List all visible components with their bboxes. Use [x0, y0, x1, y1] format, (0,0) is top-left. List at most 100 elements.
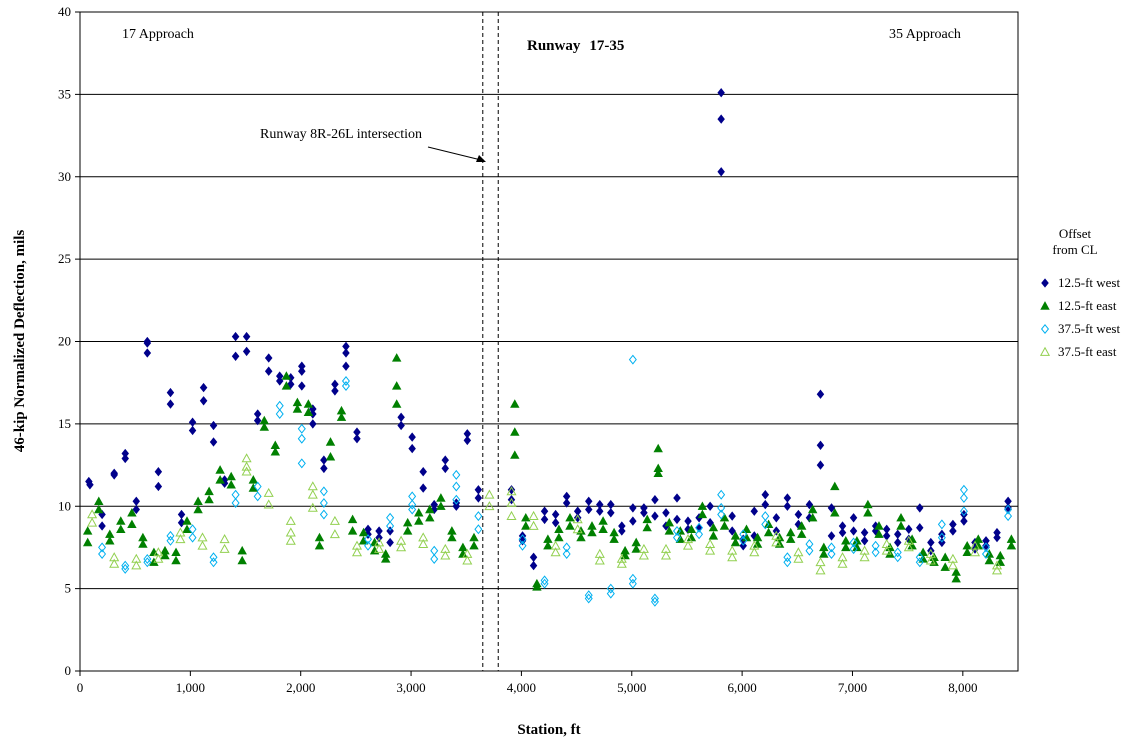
- data-point: [166, 387, 175, 398]
- data-point: [110, 470, 118, 480]
- x-tick-label: 3,000: [396, 680, 425, 695]
- data-point: [510, 427, 520, 436]
- data-point: [962, 547, 972, 557]
- data-point: [763, 527, 774, 537]
- data-point: [521, 512, 531, 522]
- data-point: [231, 331, 240, 342]
- data-point: [849, 513, 858, 523]
- data-point: [981, 549, 991, 559]
- data-point: [336, 412, 347, 421]
- data-point: [628, 573, 637, 584]
- data-point: [275, 408, 284, 420]
- data-point: [749, 547, 760, 557]
- data-point: [507, 485, 516, 495]
- data-point: [253, 481, 262, 492]
- data-point: [331, 386, 339, 396]
- data-point: [785, 534, 796, 543]
- data-point: [554, 524, 564, 534]
- data-point: [896, 521, 906, 530]
- data-point: [793, 553, 804, 563]
- data-point: [728, 511, 736, 521]
- data-point: [717, 114, 725, 124]
- data-point: [121, 453, 129, 464]
- data-point: [209, 557, 218, 568]
- data-point: [452, 469, 461, 480]
- x-tick-label: 0: [77, 680, 84, 695]
- data-point: [297, 433, 306, 444]
- data-point: [991, 565, 1003, 575]
- data-point: [319, 497, 328, 509]
- data-point: [484, 501, 495, 511]
- y-tick-label: 20: [58, 334, 71, 349]
- data-point: [1006, 540, 1017, 550]
- data-point: [391, 353, 402, 362]
- data-point: [916, 523, 924, 533]
- data-point: [949, 526, 957, 536]
- annotation-17-approach: 17 Approach: [122, 27, 194, 42]
- data-point: [650, 596, 659, 607]
- data-point: [532, 582, 542, 591]
- data-point: [841, 542, 851, 552]
- data-point: [469, 540, 479, 550]
- legend-marker: [1040, 324, 1050, 334]
- data-point: [807, 512, 818, 522]
- data-point: [1004, 504, 1013, 515]
- y-tick-label: 15: [58, 416, 71, 431]
- x-axis-title: Station, ft: [517, 722, 580, 738]
- data-point: [739, 529, 748, 540]
- data-point: [166, 535, 175, 546]
- data-point: [849, 544, 858, 555]
- data-point: [830, 481, 840, 491]
- data-point: [204, 486, 214, 496]
- data-point: [959, 506, 968, 517]
- data-point: [386, 526, 394, 536]
- data-point: [209, 552, 218, 563]
- data-point: [143, 338, 152, 348]
- data-point: [506, 510, 517, 520]
- legend-marker: [1041, 278, 1049, 288]
- data-point: [518, 540, 527, 551]
- data-point: [408, 504, 417, 515]
- data-point: [386, 521, 395, 531]
- data-point: [86, 480, 94, 490]
- data-point: [132, 504, 140, 515]
- data-point: [638, 550, 649, 560]
- annotation-runway-word: Runway: [527, 38, 581, 54]
- data-point: [154, 467, 163, 477]
- data-point: [307, 502, 318, 512]
- data-point: [510, 399, 520, 408]
- data-point: [98, 521, 106, 531]
- data-point: [540, 578, 549, 589]
- data-point: [319, 509, 328, 520]
- data-point: [925, 555, 936, 565]
- data-point: [425, 512, 435, 522]
- data-point: [937, 532, 946, 543]
- data-point: [347, 514, 358, 524]
- data-point: [220, 475, 229, 485]
- y-tick-label: 30: [58, 169, 71, 184]
- data-point: [540, 575, 549, 586]
- annotation-35-approach: 35 Approach: [889, 27, 961, 42]
- data-point: [109, 558, 120, 568]
- data-point: [727, 552, 738, 562]
- data-point: [673, 514, 681, 525]
- data-point: [105, 535, 115, 545]
- data-point: [452, 494, 461, 505]
- data-point: [616, 553, 627, 563]
- data-point: [807, 504, 818, 514]
- data-point: [903, 542, 914, 552]
- data-point: [166, 530, 175, 541]
- data-point: [598, 516, 608, 525]
- data-point: [521, 521, 531, 530]
- data-point: [430, 553, 439, 565]
- data-point: [292, 404, 303, 413]
- data-point: [651, 511, 659, 521]
- data-point: [717, 88, 725, 98]
- data-point: [697, 501, 708, 510]
- data-point: [329, 515, 340, 525]
- data-point: [386, 537, 394, 548]
- data-point: [380, 554, 391, 563]
- data-point: [562, 498, 571, 508]
- data-point: [849, 537, 858, 548]
